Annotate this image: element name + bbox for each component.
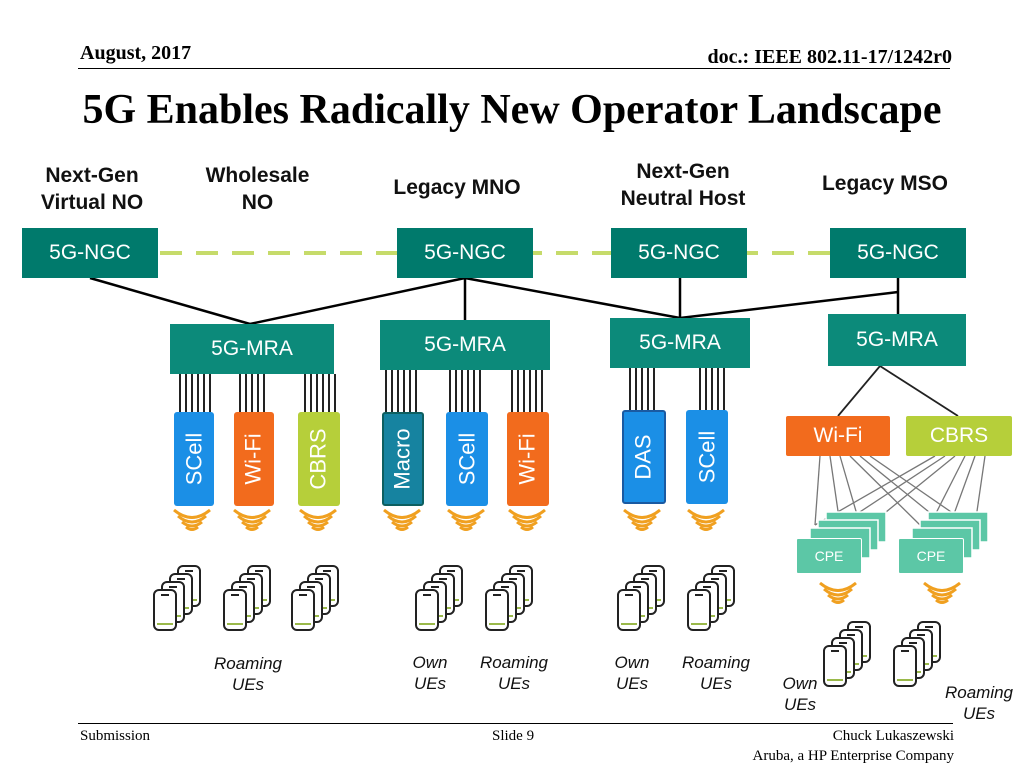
radio-scell: SCell: [174, 412, 214, 506]
signal-icon: [922, 581, 962, 604]
mso-wifi: Wi-Fi: [786, 416, 890, 456]
operator-label-line2: Neutral Host: [620, 187, 746, 210]
signal-icon: [818, 581, 858, 604]
ue-label-line2: UEs: [699, 674, 733, 693]
radio-wifi: Wi-Fi: [234, 412, 274, 506]
footer-submission: Submission: [80, 728, 151, 744]
radio-label: SCell: [181, 432, 207, 486]
radio-scell: SCell: [446, 412, 488, 506]
ue-stack-icon: [416, 566, 462, 630]
signal-icon: [232, 508, 272, 531]
ue-stack-icon: [688, 566, 734, 630]
ue-stack-icon: [894, 622, 940, 686]
operator-label-line1: Wholesale: [205, 164, 310, 187]
operator-label-line1: Next-Gen: [636, 160, 730, 183]
ue-label-roaming: Roaming UEs: [472, 652, 556, 694]
footer-divider: [78, 723, 953, 724]
ue-label-line1: Roaming: [213, 654, 283, 673]
ue-label-own: Own UEs: [606, 652, 658, 694]
ue-label-line1: Own: [614, 653, 650, 672]
ue-label-roaming: Roaming UEs: [674, 652, 758, 694]
ue-label-line2: UEs: [231, 675, 265, 694]
operator-legacy-mno: Legacy MNO: [372, 174, 542, 201]
radio-label: Macro: [390, 428, 415, 490]
ue-stack-icon: [824, 622, 870, 686]
ue-label-line1: Roaming: [681, 653, 751, 672]
ue-stack-icon: [486, 566, 532, 630]
cpe-box: CPE: [796, 538, 862, 574]
ue-label-line1: Own: [412, 653, 448, 672]
core-links: [89, 276, 900, 326]
header-divider: [78, 68, 950, 69]
signal-icon: [446, 508, 486, 531]
ue-label-own: Own UEs: [774, 673, 826, 715]
operator-label-line1: Next-Gen: [45, 164, 139, 187]
mra-fanout: [179, 368, 725, 412]
radio-cbrs: CBRS: [298, 412, 340, 506]
radio-wifi: Wi-Fi: [507, 412, 549, 506]
operator-label-line1: Legacy MSO: [821, 172, 949, 195]
ue-label-roaming: Roaming UEs: [936, 682, 1022, 724]
operator-label-line2: NO: [241, 191, 274, 214]
header-doc-id: doc.: IEEE 802.11-17/1242r0: [707, 46, 952, 68]
mra-box-legacy-mso: 5G-MRA: [828, 314, 966, 366]
radio-label: DAS: [631, 434, 656, 480]
ue-label-line2: UEs: [962, 704, 996, 723]
ngc-box-legacy-mso: 5G-NGC: [830, 228, 966, 278]
slide-title: 5G Enables Radically New Operator Landsc…: [82, 87, 942, 133]
footer-slide-number: Slide 9: [492, 728, 535, 744]
radio-das: DAS: [622, 410, 666, 504]
operator-legacy-mso: Legacy MSO: [800, 170, 970, 197]
footer-company: Aruba, a HP Enterprise Company: [752, 748, 954, 764]
operator-wholesale-no: Wholesale NO: [185, 162, 330, 216]
ue-label-line1: Roaming: [479, 653, 549, 672]
mra-box-wholesale: 5G-MRA: [170, 324, 334, 374]
operator-label-line2: Virtual NO: [40, 191, 144, 214]
signal-icon: [622, 508, 662, 531]
ue-label-line2: UEs: [783, 695, 817, 714]
radio-label: SCell: [454, 432, 480, 486]
ngc-box-legacy-mno: 5G-NGC: [397, 228, 533, 278]
ue-stack-icon: [154, 566, 200, 630]
mra-box-legacy-mno: 5G-MRA: [380, 320, 550, 370]
ngc-box-neutral-host: 5G-NGC: [611, 228, 747, 278]
signal-icon: [382, 508, 422, 531]
ue-label-line1: Roaming: [944, 683, 1014, 702]
ue-label-line2: UEs: [615, 674, 649, 693]
ue-label-line2: UEs: [413, 674, 447, 693]
ue-stack-icon: [292, 566, 338, 630]
ue-label-own: Own UEs: [404, 652, 456, 694]
radio-label: Wi-Fi: [241, 433, 266, 485]
ue-label-roaming: Roaming UEs: [212, 653, 284, 695]
ue-stack-icon: [224, 566, 270, 630]
ue-label-line1: Own: [782, 674, 818, 693]
ue-stack-icon: [618, 566, 664, 630]
signal-icon: [507, 508, 547, 531]
signal-icon: [686, 508, 726, 531]
operator-nextgen-neutral-host: Next-Gen Neutral Host: [598, 158, 768, 212]
ue-label-line2: UEs: [497, 674, 531, 693]
radio-label: SCell: [694, 430, 720, 484]
cpe-box: CPE: [898, 538, 964, 574]
signal-icon: [298, 508, 338, 531]
operator-label-line1: Legacy MNO: [393, 176, 521, 199]
footer-author: Chuck Lukaszewski: [832, 728, 954, 744]
radio-macro: Macro: [382, 412, 424, 506]
mso-cbrs: CBRS: [906, 416, 1012, 456]
mra-box-neutral-host: 5G-MRA: [610, 318, 750, 368]
mso-mra-links: [837, 365, 959, 417]
operator-nextgen-virtual-no: Next-Gen Virtual NO: [22, 162, 162, 216]
signal-icon: [172, 508, 212, 531]
ngc-box-virtual-no: 5G-NGC: [22, 228, 158, 278]
radio-label: CBRS: [306, 428, 331, 490]
radio-label: Wi-Fi: [515, 433, 540, 485]
radio-scell: SCell: [686, 410, 728, 504]
header-date: August, 2017: [80, 42, 192, 64]
